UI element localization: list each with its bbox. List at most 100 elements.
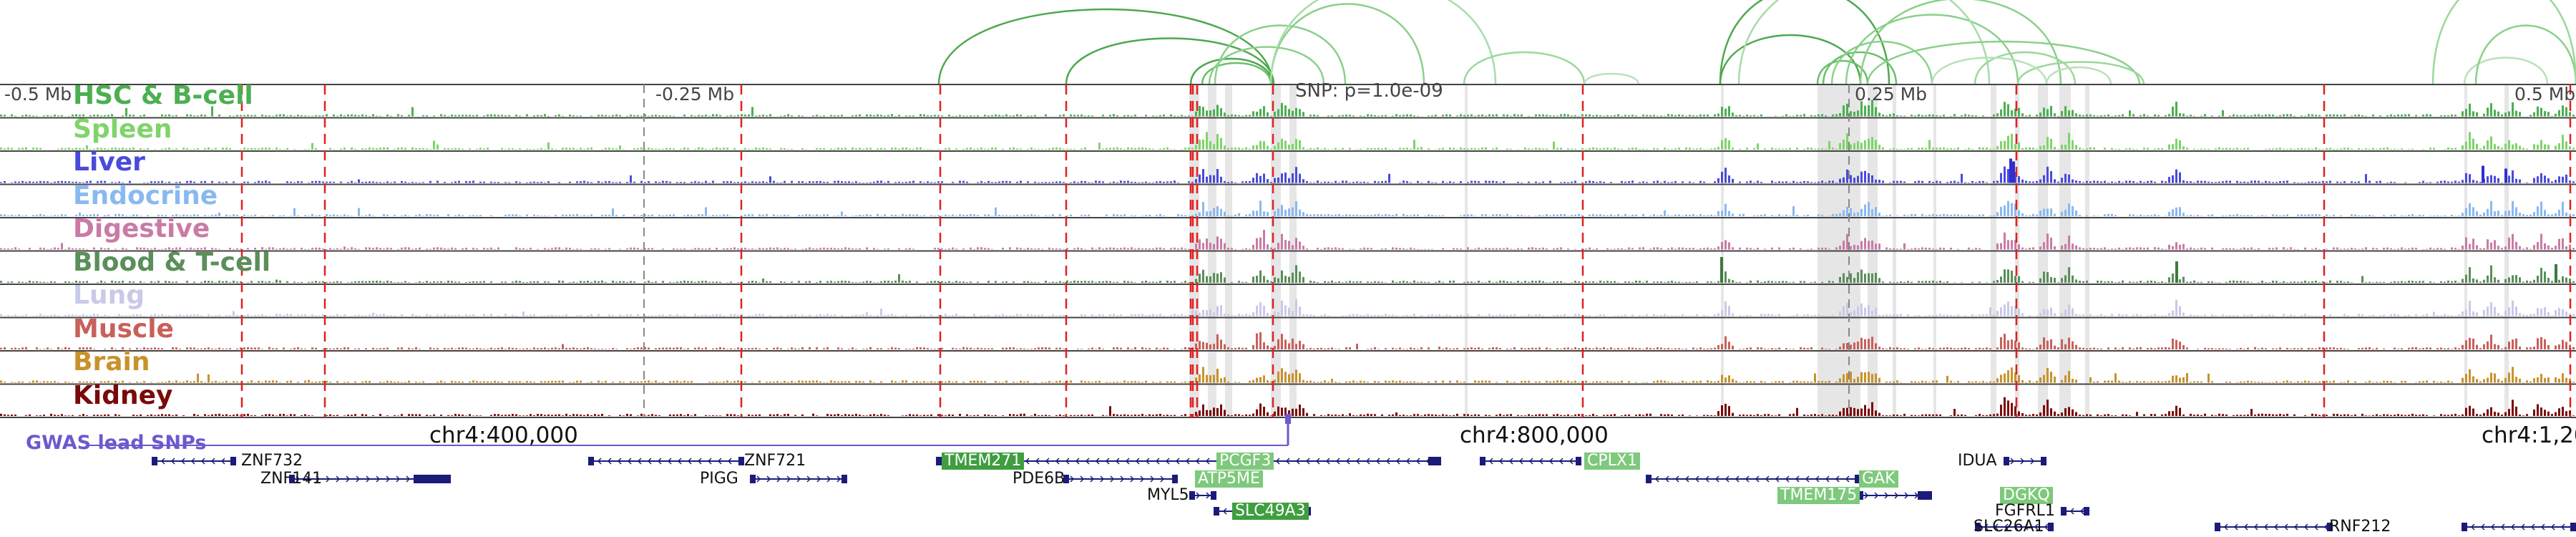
signal-bars [0, 397, 2575, 416]
gene-label: CPLX1 [1584, 453, 1640, 470]
strand-arrow [2303, 523, 2308, 531]
strand-arrow [667, 458, 672, 465]
strand-arrow [1498, 458, 1503, 465]
strand-arrow [1884, 492, 1889, 499]
strand-arrow [1035, 458, 1040, 465]
gene-exon [230, 457, 236, 465]
strand-arrow [1745, 475, 1750, 483]
gene-label: ATP5ME [1195, 470, 1263, 488]
gene-exon [1063, 475, 1069, 483]
strand-arrow [1405, 458, 1410, 465]
strand-arrow [1090, 475, 1095, 483]
gene-exon [1214, 507, 1219, 516]
strand-arrow [2323, 523, 2328, 531]
track-label: Kidney [73, 380, 173, 410]
strand-arrow [210, 458, 215, 465]
gwas-track-label: GWAS lead SNPs [26, 432, 207, 454]
strand-arrow [2069, 508, 2074, 515]
strand-arrow [2014, 523, 2019, 531]
gene-label: GAK [1859, 470, 1898, 488]
strand-arrow [1518, 458, 1523, 465]
strand-arrow [1815, 475, 1820, 483]
track-label: Digestive [73, 214, 210, 243]
strand-arrow [1825, 475, 1830, 483]
track-label: HSC & B-cell [73, 81, 253, 110]
interaction-arc [2045, 66, 2112, 85]
strand-arrow [1295, 458, 1300, 465]
signal-peak [1720, 257, 1723, 283]
strand-arrow [1785, 475, 1790, 483]
strand-arrow [1075, 458, 1080, 465]
interaction-arc [1269, 3, 1425, 85]
strand-arrow [1664, 475, 1669, 483]
interaction-arc [2463, 57, 2549, 85]
strand-arrow [2223, 523, 2228, 531]
strand-arrow [1538, 458, 1543, 465]
signal-bars [0, 132, 2575, 150]
strand-arrow [1125, 458, 1130, 465]
track-label: Lung [73, 281, 145, 310]
strand-arrow [597, 458, 602, 465]
strand-arrow [2233, 523, 2238, 531]
interaction-arc [1583, 72, 1640, 85]
gene-label: DGKQ [2000, 487, 2053, 504]
strand-arrow [336, 475, 341, 483]
strand-arrow [2470, 523, 2475, 531]
interaction-arc [1719, 0, 1890, 85]
gene-label: ZNF721 [744, 452, 806, 470]
interaction-arc [1201, 62, 1272, 85]
strand-arrow [1065, 458, 1070, 465]
gene-label: PDE6B [1013, 470, 1065, 488]
strand-arrow [190, 458, 195, 465]
strand-arrow [170, 458, 175, 465]
strand-arrow [1765, 475, 1770, 483]
signal-tracks [0, 100, 2575, 416]
gene-label: FGFRL1 [1995, 502, 2055, 520]
strand-arrow [1365, 458, 1370, 465]
track-separators [0, 84, 2576, 418]
strand-arrow [1684, 475, 1689, 483]
scale-label: -0.25 Mb [655, 84, 735, 105]
strand-arrow [1654, 475, 1659, 483]
strand-arrow [1025, 458, 1030, 465]
strand-arrow [2273, 523, 2278, 531]
strand-arrow [2010, 458, 2015, 465]
track-label: Muscle [73, 314, 174, 344]
interaction-arc [1931, 57, 2048, 85]
strand-arrow [1724, 475, 1729, 483]
interaction-arc [1463, 51, 1586, 85]
snp-pvalue-label: SNP: p=1.0e-09 [1295, 80, 1443, 102]
strand-arrow [1375, 458, 1380, 465]
strand-arrow [1845, 475, 1850, 483]
strand-arrow [1984, 523, 1989, 531]
strand-arrow [2530, 523, 2535, 531]
signal-peak [2504, 168, 2507, 183]
strand-arrow [160, 458, 165, 465]
gene-label: RNF212 [2329, 518, 2391, 536]
interaction-arc [1189, 57, 1274, 85]
track-label: Endocrine [73, 180, 218, 211]
strand-arrow [707, 458, 712, 465]
strand-arrow [1055, 458, 1060, 465]
strand-arrow [1110, 475, 1115, 483]
signal-peak [2175, 261, 2178, 283]
gene-exon [1480, 457, 1485, 465]
gene-exon [2004, 457, 2009, 465]
strand-arrow [386, 475, 391, 483]
strand-arrow [1285, 458, 1290, 465]
strand-arrow [776, 475, 781, 483]
signal-bars [0, 100, 2575, 117]
signal-peak [2009, 158, 2012, 183]
strand-arrow [396, 475, 401, 483]
strand-arrow [677, 458, 682, 465]
strand-arrow [1206, 492, 1211, 499]
strand-arrow [2490, 523, 2495, 531]
interaction-arc [1822, 51, 1898, 85]
gene-label: SLC26A1 [1974, 518, 2044, 536]
strand-arrow [1160, 475, 1165, 483]
strand-arrow [2253, 523, 2258, 531]
signal-peak [2012, 161, 2015, 183]
strand-arrow [2004, 523, 2009, 531]
gwas-lead-snp [1285, 414, 1291, 424]
